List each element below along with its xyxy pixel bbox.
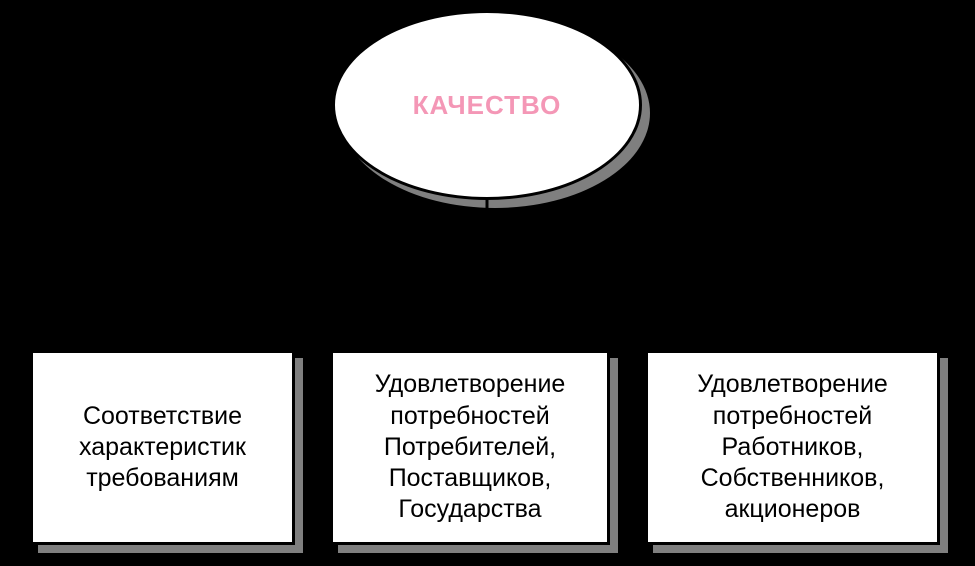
box-2: Удовлетворение потребностей Потребителей…	[330, 350, 610, 545]
box-1: Соответствие характеристик требованиям	[30, 350, 295, 545]
box-3: Удовлетворение потребностей Работников, …	[645, 350, 940, 545]
box-label: Удовлетворение потребностей Потребителей…	[375, 369, 566, 525]
diagram-canvas: КАЧЕСТВО Соответствие характеристик треб…	[0, 0, 975, 566]
box-label: Удовлетворение потребностей Работников, …	[697, 369, 888, 525]
box-label: Соответствие характеристик требованиям	[79, 401, 246, 495]
root-ellipse: КАЧЕСТВО	[332, 10, 642, 200]
root-ellipse-label: КАЧЕСТВО	[413, 90, 562, 121]
